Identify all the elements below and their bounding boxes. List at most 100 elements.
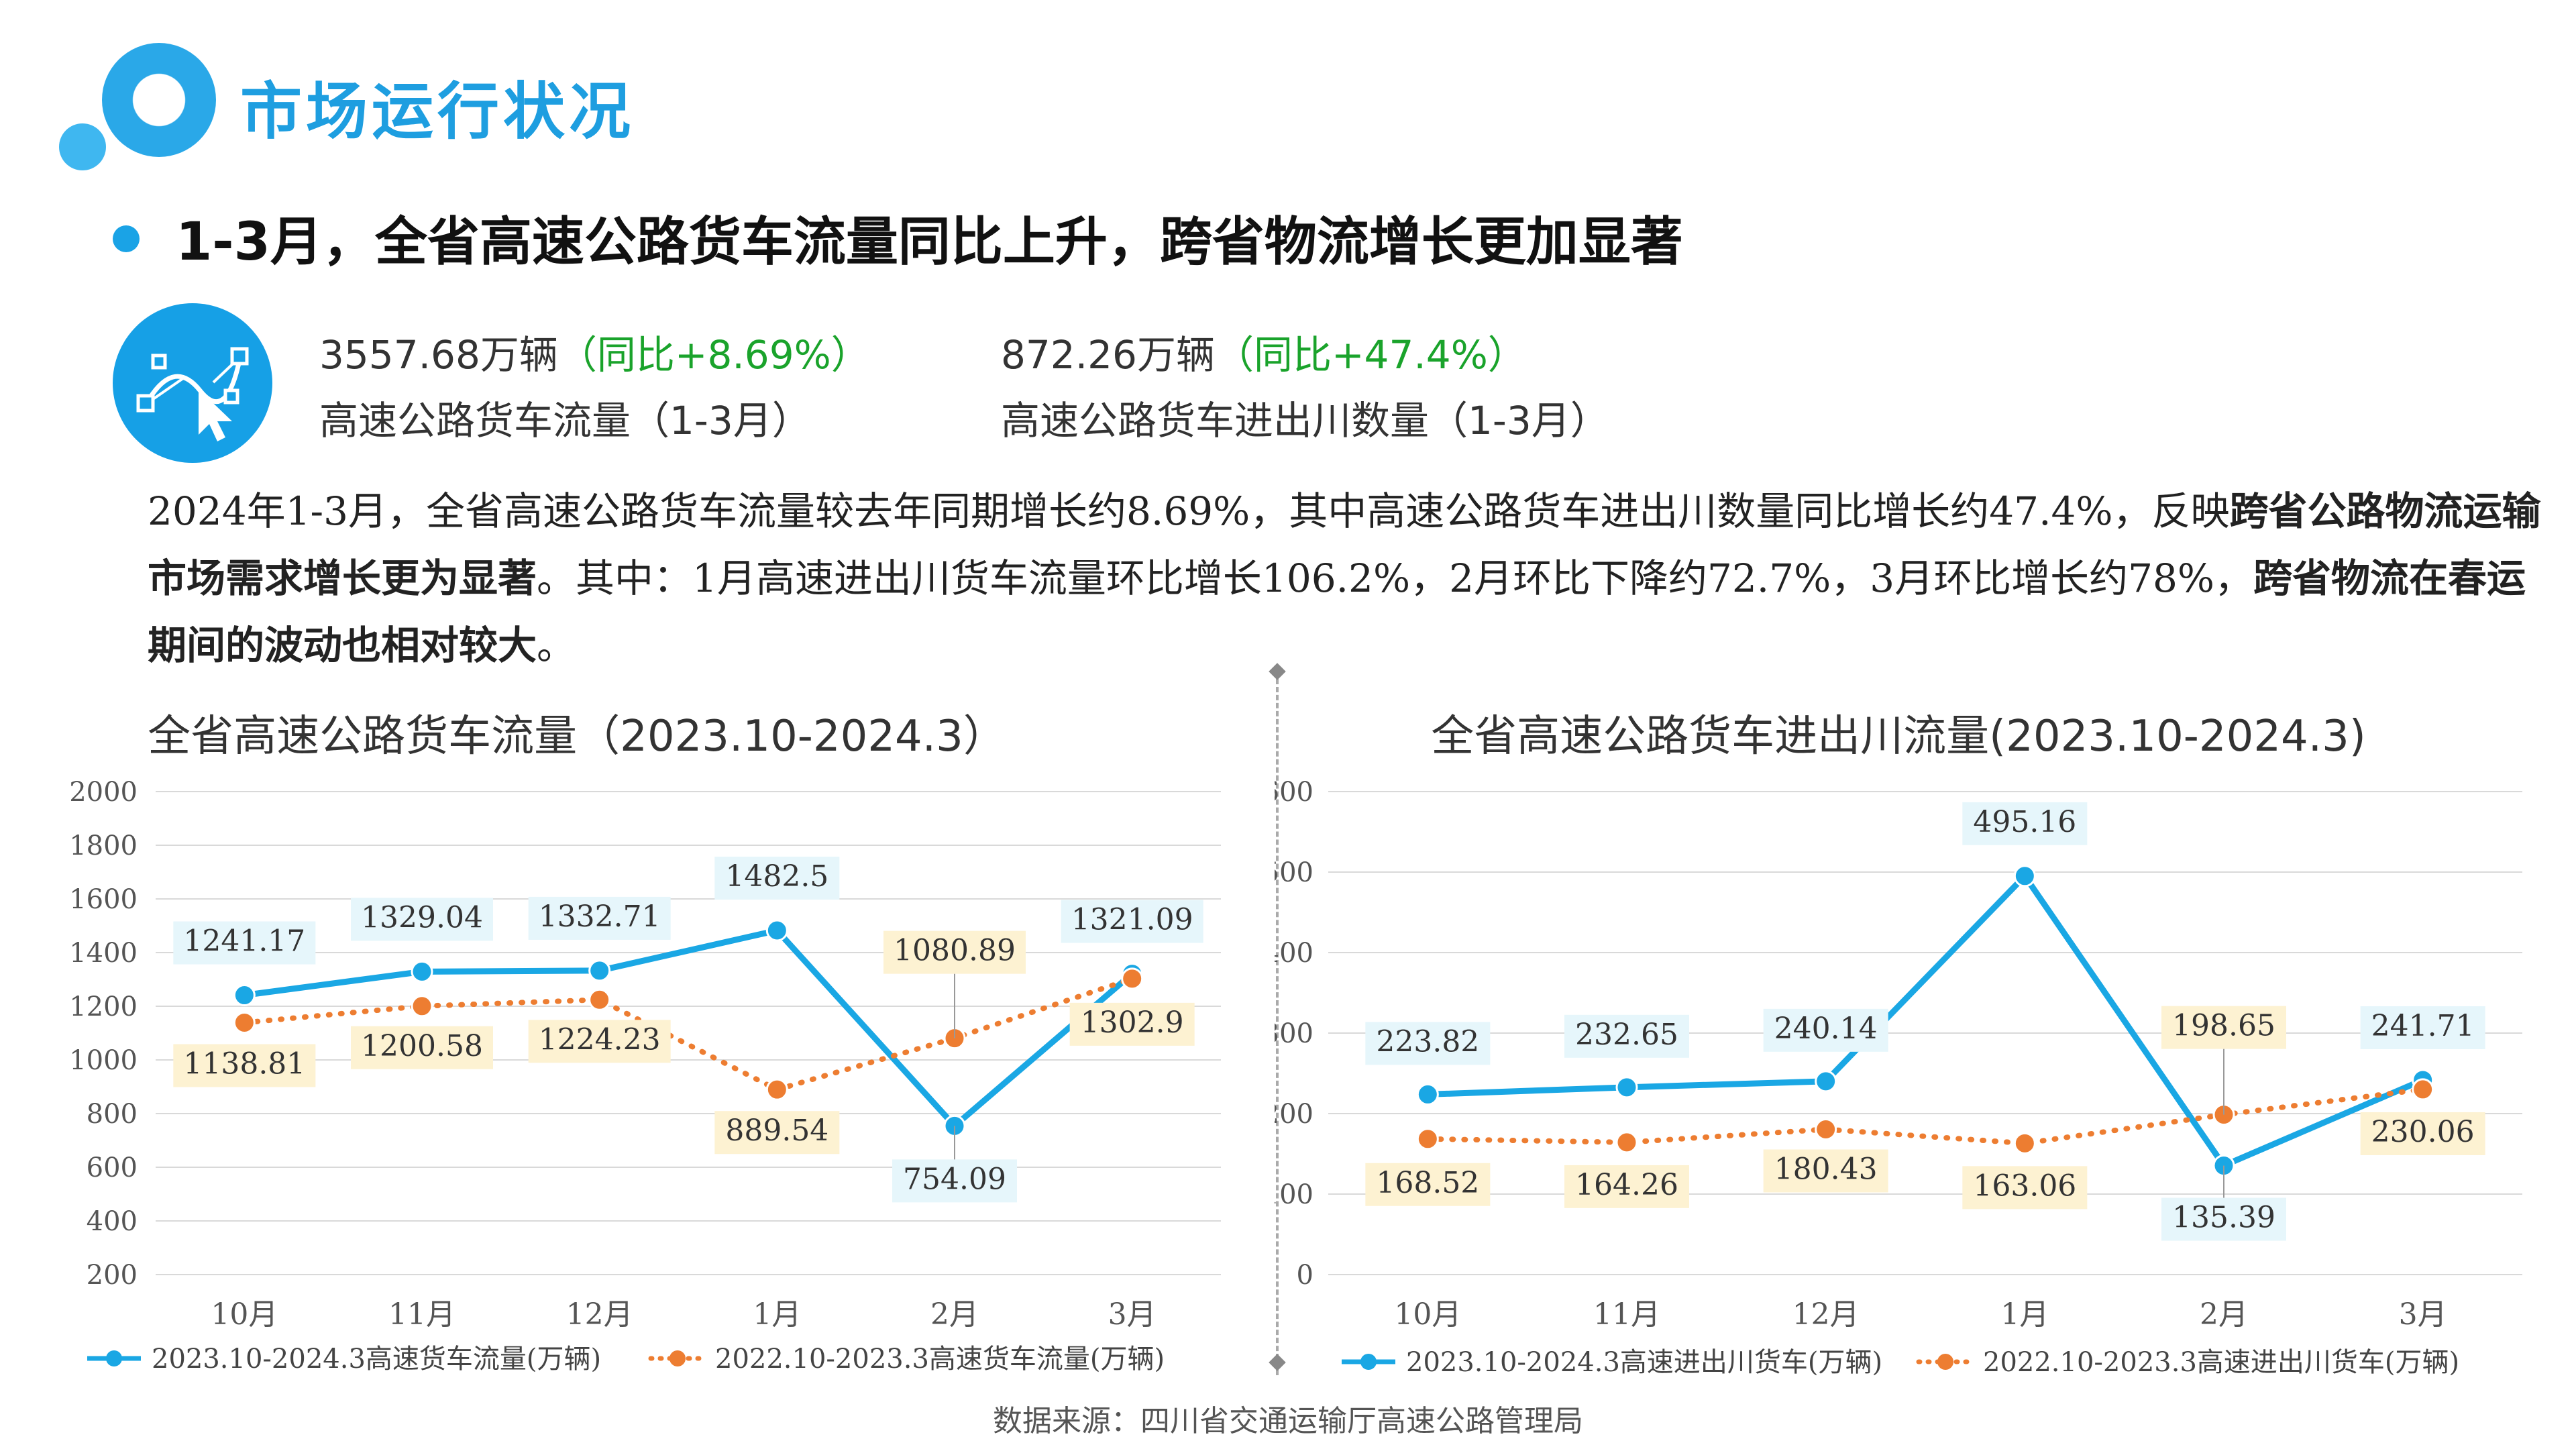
data-point xyxy=(411,995,433,1018)
data-point xyxy=(765,1078,788,1101)
series-line-1 xyxy=(244,927,1134,1129)
data-label-bg xyxy=(2161,1006,2286,1049)
data-label-bg xyxy=(1962,1166,2088,1210)
x-tick-label: 10月 xyxy=(1394,1297,1461,1332)
section-divider xyxy=(1276,671,1279,1375)
chart-2-title: 全省高速公路货车进出川流量(2023.10-2024.3) xyxy=(1431,712,2366,761)
y-tick-label: 1200 xyxy=(69,991,138,1022)
data-label: 1224.23 xyxy=(539,1022,661,1057)
y-tick-label: 500 xyxy=(1275,857,1313,888)
data-point xyxy=(1815,1070,1837,1093)
y-tick-label: 0 xyxy=(1297,1260,1313,1291)
data-label: 135.39 xyxy=(2172,1201,2275,1235)
data-point xyxy=(1121,967,1144,990)
legend-label: 2022.10-2023.3高速进出川货车(万辆) xyxy=(1983,1347,2459,1378)
stat-label-1: 高速公路货车流量（1-3月） xyxy=(319,398,811,443)
x-tick-label: 12月 xyxy=(566,1297,633,1332)
y-tick-label: 300 xyxy=(1275,1018,1313,1049)
data-label: 1302.9 xyxy=(1081,1006,1184,1040)
y-tick-label: 800 xyxy=(87,1099,138,1130)
y-tick-label: 400 xyxy=(1275,938,1313,969)
data-label-bg xyxy=(1069,1002,1195,1046)
stat-value-1: 3557.68万辆（同比+8.69%） xyxy=(319,332,870,378)
bezier-cursor-icon xyxy=(113,303,272,463)
data-point xyxy=(588,988,611,1011)
data-point xyxy=(2013,865,2036,888)
page-title: 市场运行状况 xyxy=(240,76,635,148)
data-point xyxy=(765,919,788,942)
data-label: 180.43 xyxy=(1774,1152,1878,1186)
data-point xyxy=(1615,1076,1638,1099)
data-label-bg xyxy=(351,898,493,941)
x-tick-label: 3月 xyxy=(1108,1297,1157,1332)
x-tick-label: 1月 xyxy=(753,1297,801,1332)
y-tick-label: 600 xyxy=(87,1152,138,1183)
data-point xyxy=(233,984,256,1007)
data-label: 1321.09 xyxy=(1071,903,1193,937)
data-point xyxy=(1416,1083,1439,1106)
data-point xyxy=(2013,1132,2036,1155)
data-label-bg xyxy=(1365,1163,1491,1206)
data-label: 1138.81 xyxy=(183,1046,305,1081)
data-label-bg xyxy=(2360,1006,2485,1049)
data-label: 168.52 xyxy=(1376,1166,1479,1200)
data-label: 232.65 xyxy=(1575,1018,1678,1052)
chart-1: 200 400 600 800 1000 1200 1400 1600 1800 2000 10月 1… xyxy=(69,777,1221,1375)
data-point xyxy=(411,960,433,983)
data-label: 1482.5 xyxy=(725,859,828,894)
x-tick-label: 2月 xyxy=(2200,1297,2248,1332)
data-point xyxy=(1416,1128,1439,1150)
chart-2: 0 100 200 300 400 500 600 10月 11月 12月 1月 2月 3月 223.82… xyxy=(1275,777,2522,1378)
data-label-bg xyxy=(1564,1014,1689,1058)
legend-swatch-marker xyxy=(669,1350,686,1366)
data-label-bg xyxy=(1763,1008,1888,1052)
y-tick-label: 1800 xyxy=(69,830,138,861)
data-label: 1329.04 xyxy=(361,900,483,934)
data-label: 1241.17 xyxy=(183,924,305,959)
data-label-bg xyxy=(173,921,316,965)
data-label-bg xyxy=(1564,1165,1689,1208)
data-label-bg xyxy=(2360,1112,2485,1155)
y-tick-label: 1000 xyxy=(69,1045,138,1076)
data-label-bg xyxy=(351,1026,493,1069)
data-label: 163.06 xyxy=(1973,1169,2076,1203)
data-label: 495.16 xyxy=(1973,805,2076,839)
data-label: 240.14 xyxy=(1774,1012,1878,1046)
data-label-bg xyxy=(714,857,840,900)
y-tick-label: 200 xyxy=(87,1260,138,1291)
data-label: 230.06 xyxy=(2371,1115,2475,1149)
legend-swatch-marker xyxy=(106,1350,122,1366)
data-label-bg xyxy=(883,930,1026,974)
data-label: 1080.89 xyxy=(894,934,1016,968)
y-tick-label: 600 xyxy=(1275,777,1313,808)
summary-paragraph: 2024年1-3月，全省高速公路货车流量较去年同期增长约8.69%，其中高速公路… xyxy=(148,488,2541,668)
data-label: 1200.58 xyxy=(361,1029,483,1063)
data-label: 223.82 xyxy=(1376,1024,1479,1059)
data-label-bg xyxy=(1763,1149,1888,1193)
chart-1-title: 全省高速公路货车流量（2023.10-2024.3） xyxy=(148,712,1006,761)
data-label: 198.65 xyxy=(2172,1009,2275,1043)
data-point xyxy=(1615,1131,1638,1154)
headline: 1-3月，全省高速公路货车流量同比上升，跨省物流增长更加显著 xyxy=(176,212,1683,272)
data-label: 1332.71 xyxy=(539,900,661,934)
y-tick-label: 100 xyxy=(1275,1179,1313,1210)
data-label: 889.54 xyxy=(725,1114,828,1148)
data-point xyxy=(1815,1118,1837,1140)
legend-label: 2023.10-2024.3高速货车流量(万辆) xyxy=(152,1344,601,1375)
x-tick-label: 12月 xyxy=(1792,1297,1860,1332)
stat-label-2: 高速公路货车进出川数量（1-3月） xyxy=(1001,398,1609,443)
x-tick-label: 10月 xyxy=(211,1297,278,1332)
x-tick-label: 2月 xyxy=(930,1297,979,1332)
legend-swatch-marker xyxy=(1360,1354,1377,1370)
legend-swatch-marker xyxy=(1937,1354,1953,1370)
data-label: 164.26 xyxy=(1575,1168,1678,1202)
legend-label: 2022.10-2023.3高速货车流量(万辆) xyxy=(715,1344,1165,1375)
y-tick-label: 400 xyxy=(87,1206,138,1237)
logo-dot-icon xyxy=(59,123,106,170)
bullet-dot-icon xyxy=(113,225,140,252)
data-point xyxy=(588,959,611,982)
stat-value-2: 872.26万辆（同比+47.4%） xyxy=(1001,332,1527,378)
data-label-bg xyxy=(714,1111,840,1155)
legend-label: 2023.10-2024.3高速进出川货车(万辆) xyxy=(1406,1347,1882,1378)
y-tick-label: 200 xyxy=(1275,1099,1313,1130)
